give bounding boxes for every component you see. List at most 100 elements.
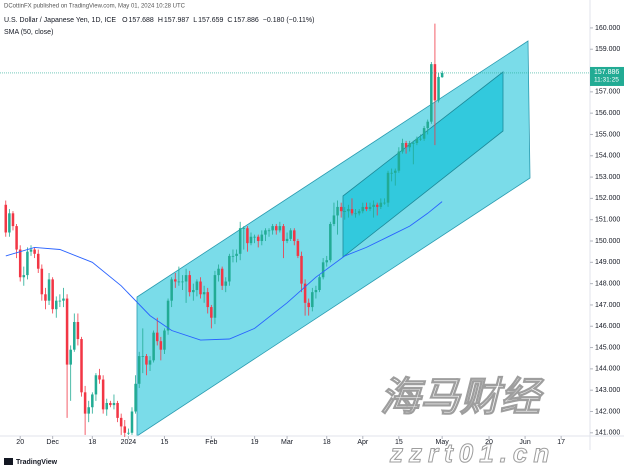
x-tick-label: 2024 — [121, 439, 137, 446]
y-tick-label: 152.000 — [595, 195, 620, 202]
plot — [4, 23, 444, 438]
candle-body — [206, 292, 209, 308]
candle-body — [54, 300, 58, 310]
candle-body — [202, 292, 206, 295]
candle-body — [76, 321, 80, 340]
y-tick-label: 159.000 — [595, 46, 620, 53]
candle-body — [224, 281, 228, 286]
candle-body — [357, 211, 361, 214]
watermark-url: zzrt01.cn — [389, 438, 555, 468]
candle-body — [271, 226, 274, 231]
candle-body — [174, 279, 177, 282]
x-tick-label: Feb — [205, 439, 217, 446]
candle-body — [217, 268, 220, 276]
candle-body — [91, 394, 94, 408]
candle-body — [285, 238, 289, 242]
candle-body — [80, 339, 83, 393]
candle-body — [130, 411, 134, 433]
x-tick-label: Dec — [46, 439, 59, 446]
inner-channel — [342, 71, 504, 258]
ohlc-legend: O 157.688 H 157.987 L 157.659 C 157.886 −0.180 (… — [122, 17, 314, 24]
price-label: 157.886 — [594, 69, 619, 76]
candle-body — [325, 260, 328, 263]
candle-body — [321, 262, 325, 278]
candle-body — [105, 402, 109, 410]
candle-body — [119, 417, 123, 427]
candle-body — [11, 213, 15, 227]
candle-body — [213, 275, 217, 318]
candle-body — [4, 204, 8, 233]
y-tick-label: 150.000 — [595, 238, 620, 245]
candle-body — [422, 128, 426, 139]
x-tick-label: 15 — [395, 439, 403, 446]
sma-line — [5, 201, 443, 341]
candle-body — [152, 332, 155, 361]
y-tick-label: 145.000 — [595, 344, 620, 351]
candle-body — [58, 300, 62, 302]
x-tick-label: Mar — [281, 439, 294, 446]
y-tick-label: 157.000 — [595, 89, 620, 96]
candle-body — [415, 138, 419, 143]
candle-body — [170, 279, 173, 301]
x-tick-label: 17 — [557, 439, 565, 446]
candle-body — [101, 379, 105, 410]
candle-body — [401, 142, 404, 152]
candle-body — [289, 230, 292, 239]
candle-body — [29, 249, 33, 252]
candle-body — [350, 209, 354, 214]
candle-body — [343, 211, 347, 212]
candle-body — [253, 236, 256, 238]
candle-body — [339, 206, 343, 212]
y-tick-label: 148.000 — [595, 280, 620, 287]
x-tick-label: Apr — [357, 439, 369, 446]
candle-body — [238, 228, 242, 254]
candle-body — [365, 206, 368, 210]
candle-body — [116, 402, 119, 418]
candle-body — [332, 215, 336, 224]
candle-body — [36, 253, 40, 269]
candle-body — [440, 72, 444, 78]
candle-body — [375, 204, 379, 207]
candle-body — [246, 228, 249, 244]
x-tick-label: 18 — [323, 439, 331, 446]
candle-body — [426, 121, 429, 129]
candle-body — [303, 283, 307, 303]
candle-body — [249, 236, 253, 244]
candle-body — [368, 206, 372, 210]
candle-body — [112, 402, 116, 406]
x-tick-label: 18 — [88, 439, 96, 446]
candle-body — [65, 298, 69, 365]
candle-body — [404, 142, 408, 148]
candle-body — [393, 170, 397, 173]
logo-text: TradingView — [16, 459, 58, 466]
candle-body — [314, 290, 318, 293]
candle-body — [354, 213, 357, 215]
candle-body — [94, 375, 98, 395]
legend-value: 157.987 — [164, 17, 189, 24]
candle-body — [397, 151, 401, 171]
y-tick-label: 155.000 — [595, 131, 620, 138]
candle-body — [318, 277, 321, 291]
candle-body — [123, 426, 127, 433]
price-label-box — [590, 66, 624, 86]
y-tick-label: 149.000 — [595, 259, 620, 266]
legend-key: H — [158, 17, 163, 24]
candle-body — [134, 383, 137, 412]
candle-body — [33, 249, 36, 254]
x-tick-label: 15 — [161, 439, 169, 446]
legend-change: −0.180 (−0.11%) — [263, 17, 315, 24]
y-tick-label: 154.000 — [595, 153, 620, 160]
candle-body — [430, 64, 433, 122]
candle-body — [419, 138, 422, 140]
candle-body — [372, 204, 375, 207]
y-tick-label: 141.000 — [595, 430, 620, 437]
y-tick-label: 142.000 — [595, 408, 620, 415]
candle-body — [159, 341, 163, 350]
candle-body — [300, 255, 303, 284]
candle-body — [181, 281, 184, 283]
x-tick-label: 19 — [251, 439, 259, 446]
candle-body — [383, 202, 386, 204]
candle-body — [62, 298, 65, 301]
candle-body — [163, 330, 166, 350]
